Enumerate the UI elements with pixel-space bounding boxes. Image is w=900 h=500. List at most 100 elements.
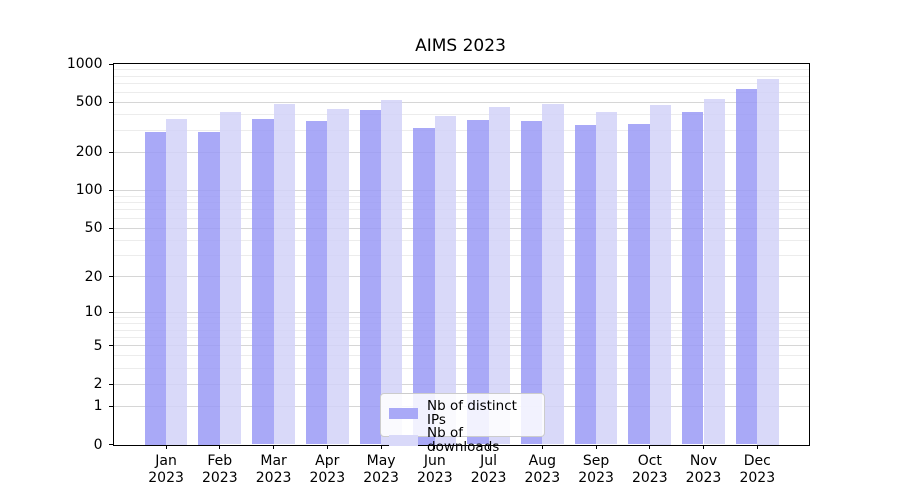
x-tick-mark bbox=[595, 444, 597, 449]
y-tick-mark bbox=[108, 311, 113, 313]
gridline-minor bbox=[113, 329, 809, 331]
y-tick-mark bbox=[108, 101, 113, 103]
bar-distinct-ips-feb bbox=[198, 132, 220, 445]
legend-label-downloads: Nb of downloads bbox=[427, 425, 500, 455]
gridline-minor bbox=[113, 336, 809, 338]
bar-distinct-ips-may bbox=[359, 109, 382, 445]
gridline-major bbox=[113, 151, 809, 153]
bar-distinct-ips-sep bbox=[574, 124, 597, 445]
x-tick-mark bbox=[488, 444, 490, 449]
gridline-minor bbox=[113, 323, 809, 324]
legend-swatch-downloads bbox=[389, 435, 418, 446]
y-tick-label: 1000 bbox=[66, 56, 103, 72]
gridline-minor bbox=[113, 69, 809, 71]
y-tick-mark bbox=[108, 227, 113, 229]
y-tick-label: 100 bbox=[75, 182, 103, 199]
y-tick-mark bbox=[108, 383, 113, 385]
y-tick-label: 50 bbox=[84, 220, 103, 236]
bar-distinct-ips-mar bbox=[252, 118, 274, 445]
x-tick-label: May 2023 bbox=[363, 452, 399, 486]
x-tick-mark bbox=[703, 444, 704, 449]
legend-item: Nb of downloads bbox=[389, 425, 536, 455]
bar-distinct-ips-apr bbox=[305, 120, 328, 445]
gridline-major bbox=[113, 227, 809, 229]
gridline-minor bbox=[113, 83, 809, 85]
x-tick-label: Mar 2023 bbox=[255, 452, 292, 486]
gridline-minor bbox=[113, 195, 809, 197]
y-tick-label: 1 bbox=[93, 398, 103, 415]
y-tick-mark bbox=[108, 405, 113, 407]
legend: Nb of distinct IPs Nb of downloads bbox=[380, 393, 545, 453]
gridline-minor bbox=[113, 113, 809, 115]
bar-distinct-ips-dec bbox=[735, 89, 758, 445]
gridline-minor bbox=[113, 209, 809, 211]
x-tick-mark bbox=[380, 444, 382, 449]
gridline-major bbox=[113, 276, 809, 278]
gridline-major bbox=[113, 345, 809, 347]
x-tick-mark bbox=[326, 444, 328, 449]
bar-distinct-ips-aug bbox=[520, 120, 543, 445]
x-tick-label: Nov 2023 bbox=[685, 452, 722, 486]
gridline-minor bbox=[113, 317, 809, 319]
legend-label-distinct-ips: Nb of distinct IPs bbox=[427, 398, 517, 428]
y-tick-mark bbox=[108, 151, 113, 153]
gridline-minor bbox=[113, 75, 809, 77]
y-tick-mark bbox=[108, 345, 113, 347]
bar-downloads-oct bbox=[649, 104, 672, 445]
gridline-major bbox=[113, 101, 809, 103]
bar-downloads-jun bbox=[434, 115, 457, 445]
gridline-minor bbox=[113, 202, 809, 203]
x-tick-label: Jan 2023 bbox=[148, 452, 184, 486]
x-tick-label: Sep 2023 bbox=[578, 452, 614, 486]
bar-downloads-dec bbox=[757, 78, 779, 445]
x-tick-label: Oct 2023 bbox=[631, 452, 668, 486]
x-tick-mark bbox=[434, 444, 436, 449]
x-tick-mark bbox=[165, 444, 167, 449]
plot-frame bbox=[112, 63, 810, 446]
x-tick-mark bbox=[756, 444, 758, 449]
bar-downloads-jul bbox=[488, 106, 510, 445]
x-tick-label: Jun 2023 bbox=[416, 452, 453, 486]
gridline-minor bbox=[113, 239, 809, 241]
gridline-minor bbox=[113, 217, 809, 219]
bar-distinct-ips-jan bbox=[144, 132, 167, 445]
y-tick-label: 10 bbox=[84, 304, 103, 321]
y-tick-mark bbox=[108, 444, 113, 445]
x-tick-label: Apr 2023 bbox=[309, 452, 346, 486]
y-tick-label: 2 bbox=[93, 376, 103, 392]
y-tick-mark bbox=[108, 63, 113, 65]
gridline-minor bbox=[113, 254, 809, 256]
x-tick-label: Aug 2023 bbox=[524, 452, 561, 486]
y-tick-mark bbox=[108, 276, 113, 278]
y-tick-label: 20 bbox=[84, 268, 103, 285]
gridline-major bbox=[113, 189, 809, 191]
y-tick-label: 500 bbox=[75, 94, 103, 111]
bar-distinct-ips-nov bbox=[682, 112, 704, 445]
gridline-minor bbox=[113, 91, 809, 93]
bar-downloads-mar bbox=[273, 103, 295, 445]
gridline-major bbox=[113, 311, 809, 313]
gridline-minor bbox=[113, 129, 809, 131]
bar-distinct-ips-jul bbox=[467, 120, 489, 445]
bar-distinct-ips-jun bbox=[413, 127, 435, 445]
legend-swatch-distinct-ips bbox=[389, 408, 418, 419]
x-tick-label: Feb 2023 bbox=[201, 452, 238, 486]
gridline-minor bbox=[113, 367, 809, 369]
gridline-major bbox=[113, 383, 809, 385]
legend-item: Nb of distinct IPs bbox=[389, 398, 536, 428]
x-tick-mark bbox=[219, 444, 221, 449]
x-tick-label: Jul 2023 bbox=[470, 452, 507, 486]
y-tick-label: 5 bbox=[93, 337, 103, 354]
x-tick-mark bbox=[273, 444, 275, 449]
x-tick-mark bbox=[541, 444, 543, 449]
x-tick-label: Dec 2023 bbox=[739, 452, 776, 486]
bar-distinct-ips-oct bbox=[628, 123, 650, 445]
y-tick-label: 200 bbox=[75, 144, 103, 161]
chart-title: AIMS 2023 bbox=[415, 36, 506, 56]
bar-downloads-apr bbox=[327, 108, 349, 445]
bar-downloads-sep bbox=[596, 112, 618, 445]
y-tick-mark bbox=[108, 189, 113, 191]
bar-downloads-jan bbox=[166, 119, 188, 445]
bar-downloads-feb bbox=[219, 111, 242, 445]
